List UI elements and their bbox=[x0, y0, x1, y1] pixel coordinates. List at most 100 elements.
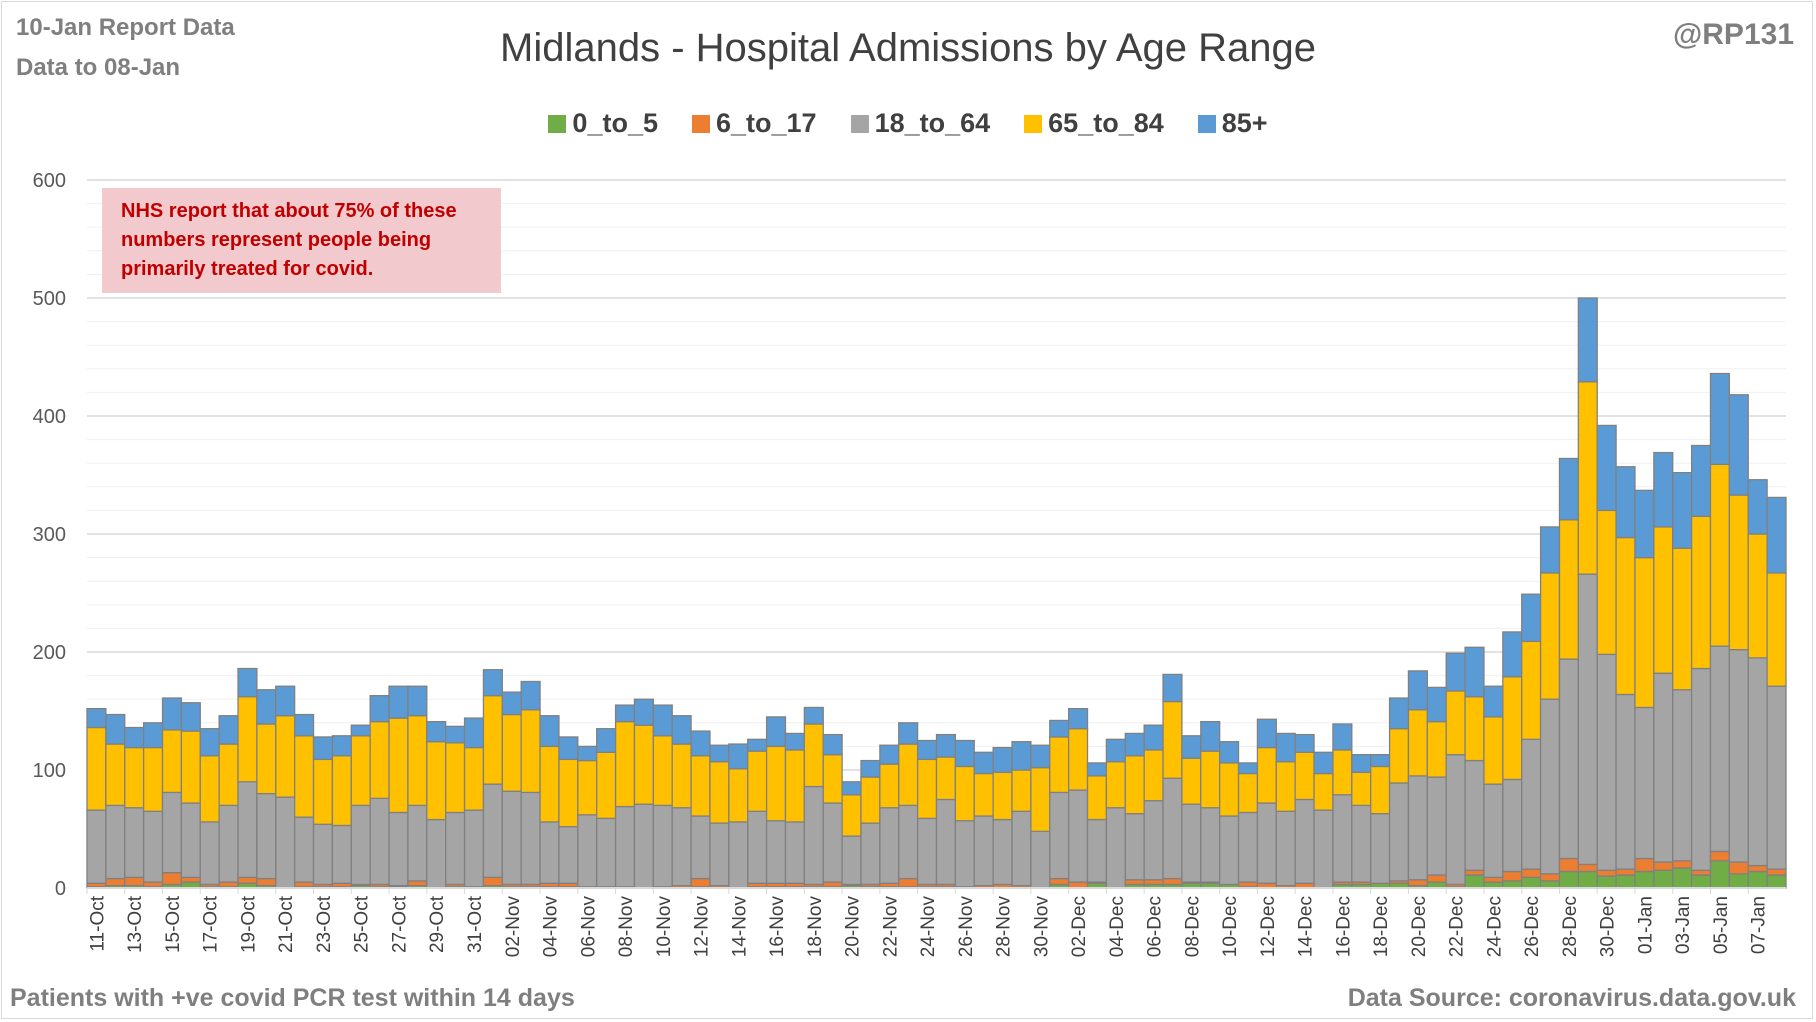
x-tick-label: 14-Dec bbox=[1296, 896, 1317, 957]
bar-segment-85- bbox=[86, 707, 107, 729]
bar-segment-18-to-64 bbox=[1672, 689, 1693, 862]
bar-segment-65-to-84 bbox=[369, 720, 390, 799]
bar-segment-85- bbox=[1653, 451, 1674, 528]
bar-segment-18-to-64 bbox=[218, 804, 239, 883]
bar-segment-65-to-84 bbox=[558, 758, 579, 828]
bar-segment-85- bbox=[558, 736, 579, 761]
bar-segment-85- bbox=[1086, 762, 1108, 777]
x-tick-label: 12-Nov bbox=[692, 896, 713, 958]
bar-segment-65-to-84 bbox=[803, 723, 824, 788]
bar-segment-85- bbox=[294, 713, 315, 737]
bar-segment-85- bbox=[992, 746, 1013, 774]
legend-label: 65_to_84 bbox=[1048, 108, 1164, 138]
bar-segment-6-to-17 bbox=[1615, 868, 1636, 876]
bar-segment-18-to-64 bbox=[1124, 813, 1145, 881]
legend: 0_to_5 6_to_17 18_to_64 65_to_84 85+ bbox=[0, 108, 1816, 139]
bar-segment-6-to-17 bbox=[124, 876, 145, 887]
x-tick-label: 16-Nov bbox=[767, 896, 788, 958]
bar-segment-18-to-64 bbox=[1086, 818, 1108, 883]
legend-label: 18_to_64 bbox=[874, 108, 991, 138]
bar-segment-85- bbox=[671, 715, 692, 745]
bar-segment-65-to-84 bbox=[860, 776, 881, 824]
bar-segment-18-to-64 bbox=[803, 785, 824, 886]
bar-segment-6-to-17 bbox=[1407, 879, 1428, 887]
bar-segment-85- bbox=[596, 728, 617, 753]
bar-segment-85- bbox=[312, 736, 334, 761]
bar-segment-65-to-84 bbox=[350, 735, 371, 807]
bar-segment-85- bbox=[1445, 652, 1466, 692]
bar-segment-85- bbox=[1464, 646, 1485, 698]
bar-segment-65-to-84 bbox=[596, 751, 617, 820]
bar-segment-18-to-64 bbox=[1407, 775, 1428, 881]
bar-segment-85- bbox=[445, 725, 466, 744]
bar-segment-65-to-84 bbox=[1766, 572, 1787, 687]
bar-segment-18-to-64 bbox=[1690, 667, 1712, 871]
bar-segment-85- bbox=[463, 717, 485, 749]
bar-segment-85- bbox=[275, 685, 296, 717]
bar-segment-6-to-17 bbox=[1502, 870, 1523, 882]
bar-segment-6-to-17 bbox=[1539, 873, 1561, 882]
bar-segment-65-to-84 bbox=[1049, 736, 1070, 794]
bar-segment-18-to-64 bbox=[1521, 738, 1542, 870]
x-tick-label: 22-Nov bbox=[880, 896, 901, 958]
bar-segment-18-to-64 bbox=[426, 818, 447, 889]
x-tick-label: 30-Nov bbox=[1031, 896, 1052, 958]
bar-segment-18-to-64 bbox=[954, 820, 975, 888]
bar-segment-85- bbox=[1181, 735, 1202, 759]
bar-segment-0-to-5 bbox=[1558, 870, 1579, 889]
bar-segment-18-to-64 bbox=[1709, 645, 1731, 853]
x-tick-label: 27-Oct bbox=[389, 895, 410, 953]
bar-segment-18-to-64 bbox=[237, 781, 258, 879]
bar-segment-85- bbox=[1219, 741, 1240, 764]
bar-segment-85- bbox=[1011, 741, 1032, 771]
bar-segment-0-to-5 bbox=[1653, 869, 1674, 889]
bar-segment-18-to-64 bbox=[671, 807, 692, 887]
bar-segment-0-to-5 bbox=[1709, 860, 1731, 889]
bar-segment-6-to-17 bbox=[294, 881, 315, 888]
bar-segment-18-to-64 bbox=[275, 796, 296, 889]
bar-segment-65-to-84 bbox=[747, 750, 768, 812]
bar-segment-85- bbox=[935, 733, 957, 758]
footer-note: Patients with +ve covid PCR test within … bbox=[10, 984, 575, 1012]
x-tick-label: 10-Nov bbox=[654, 896, 675, 958]
bar-segment-85- bbox=[1766, 496, 1787, 574]
bar-segment-65-to-84 bbox=[539, 745, 560, 823]
bar-segment-85- bbox=[350, 724, 371, 737]
bar-segment-6-to-17 bbox=[1426, 874, 1447, 883]
bar-segment-85- bbox=[105, 713, 126, 745]
bar-segment-85- bbox=[690, 730, 711, 757]
bar-segment-85- bbox=[1672, 471, 1693, 549]
bar-segment-65-to-84 bbox=[407, 715, 428, 807]
bar-segment-65-to-84 bbox=[973, 772, 994, 817]
bar-segment-85- bbox=[1275, 732, 1296, 763]
bar-segment-85- bbox=[1105, 738, 1126, 763]
x-tick-label: 18-Nov bbox=[805, 896, 826, 958]
bar-segment-18-to-64 bbox=[879, 807, 900, 884]
bar-segment-65-to-84 bbox=[86, 726, 107, 811]
bar-segment-65-to-84 bbox=[898, 743, 919, 807]
x-tick-label: 10-Dec bbox=[1220, 896, 1241, 957]
legend-swatch bbox=[548, 114, 567, 133]
report-date-label: 10-Jan Report Data bbox=[16, 14, 235, 41]
bar-segment-65-to-84 bbox=[142, 746, 164, 812]
bar-segment-65-to-84 bbox=[1709, 463, 1731, 647]
bar-segment-85- bbox=[1709, 372, 1731, 466]
bar-segment-85- bbox=[1256, 718, 1277, 749]
bar-segment-6-to-17 bbox=[1162, 877, 1183, 886]
bar-segment-18-to-64 bbox=[1388, 782, 1410, 882]
bar-segment-6-to-17 bbox=[1634, 857, 1655, 873]
x-tick-label: 13-Oct bbox=[125, 895, 146, 953]
bar-segment-18-to-64 bbox=[690, 815, 711, 880]
x-tick-label: 17-Oct bbox=[201, 895, 222, 953]
bar-segment-6-to-17 bbox=[180, 876, 201, 883]
bar-segment-18-to-64 bbox=[350, 804, 371, 886]
bar-segment-85- bbox=[1332, 723, 1353, 751]
y-tick-label: 200 bbox=[33, 642, 66, 664]
bar-segment-18-to-64 bbox=[1653, 672, 1674, 863]
bar-segment-18-to-64 bbox=[1596, 653, 1617, 871]
bar-segment-18-to-64 bbox=[1067, 789, 1089, 883]
bar-segment-85- bbox=[709, 744, 730, 763]
bar-segment-18-to-64 bbox=[558, 825, 579, 884]
bar-segment-65-to-84 bbox=[935, 756, 957, 801]
bar-segment-65-to-84 bbox=[1219, 762, 1240, 817]
